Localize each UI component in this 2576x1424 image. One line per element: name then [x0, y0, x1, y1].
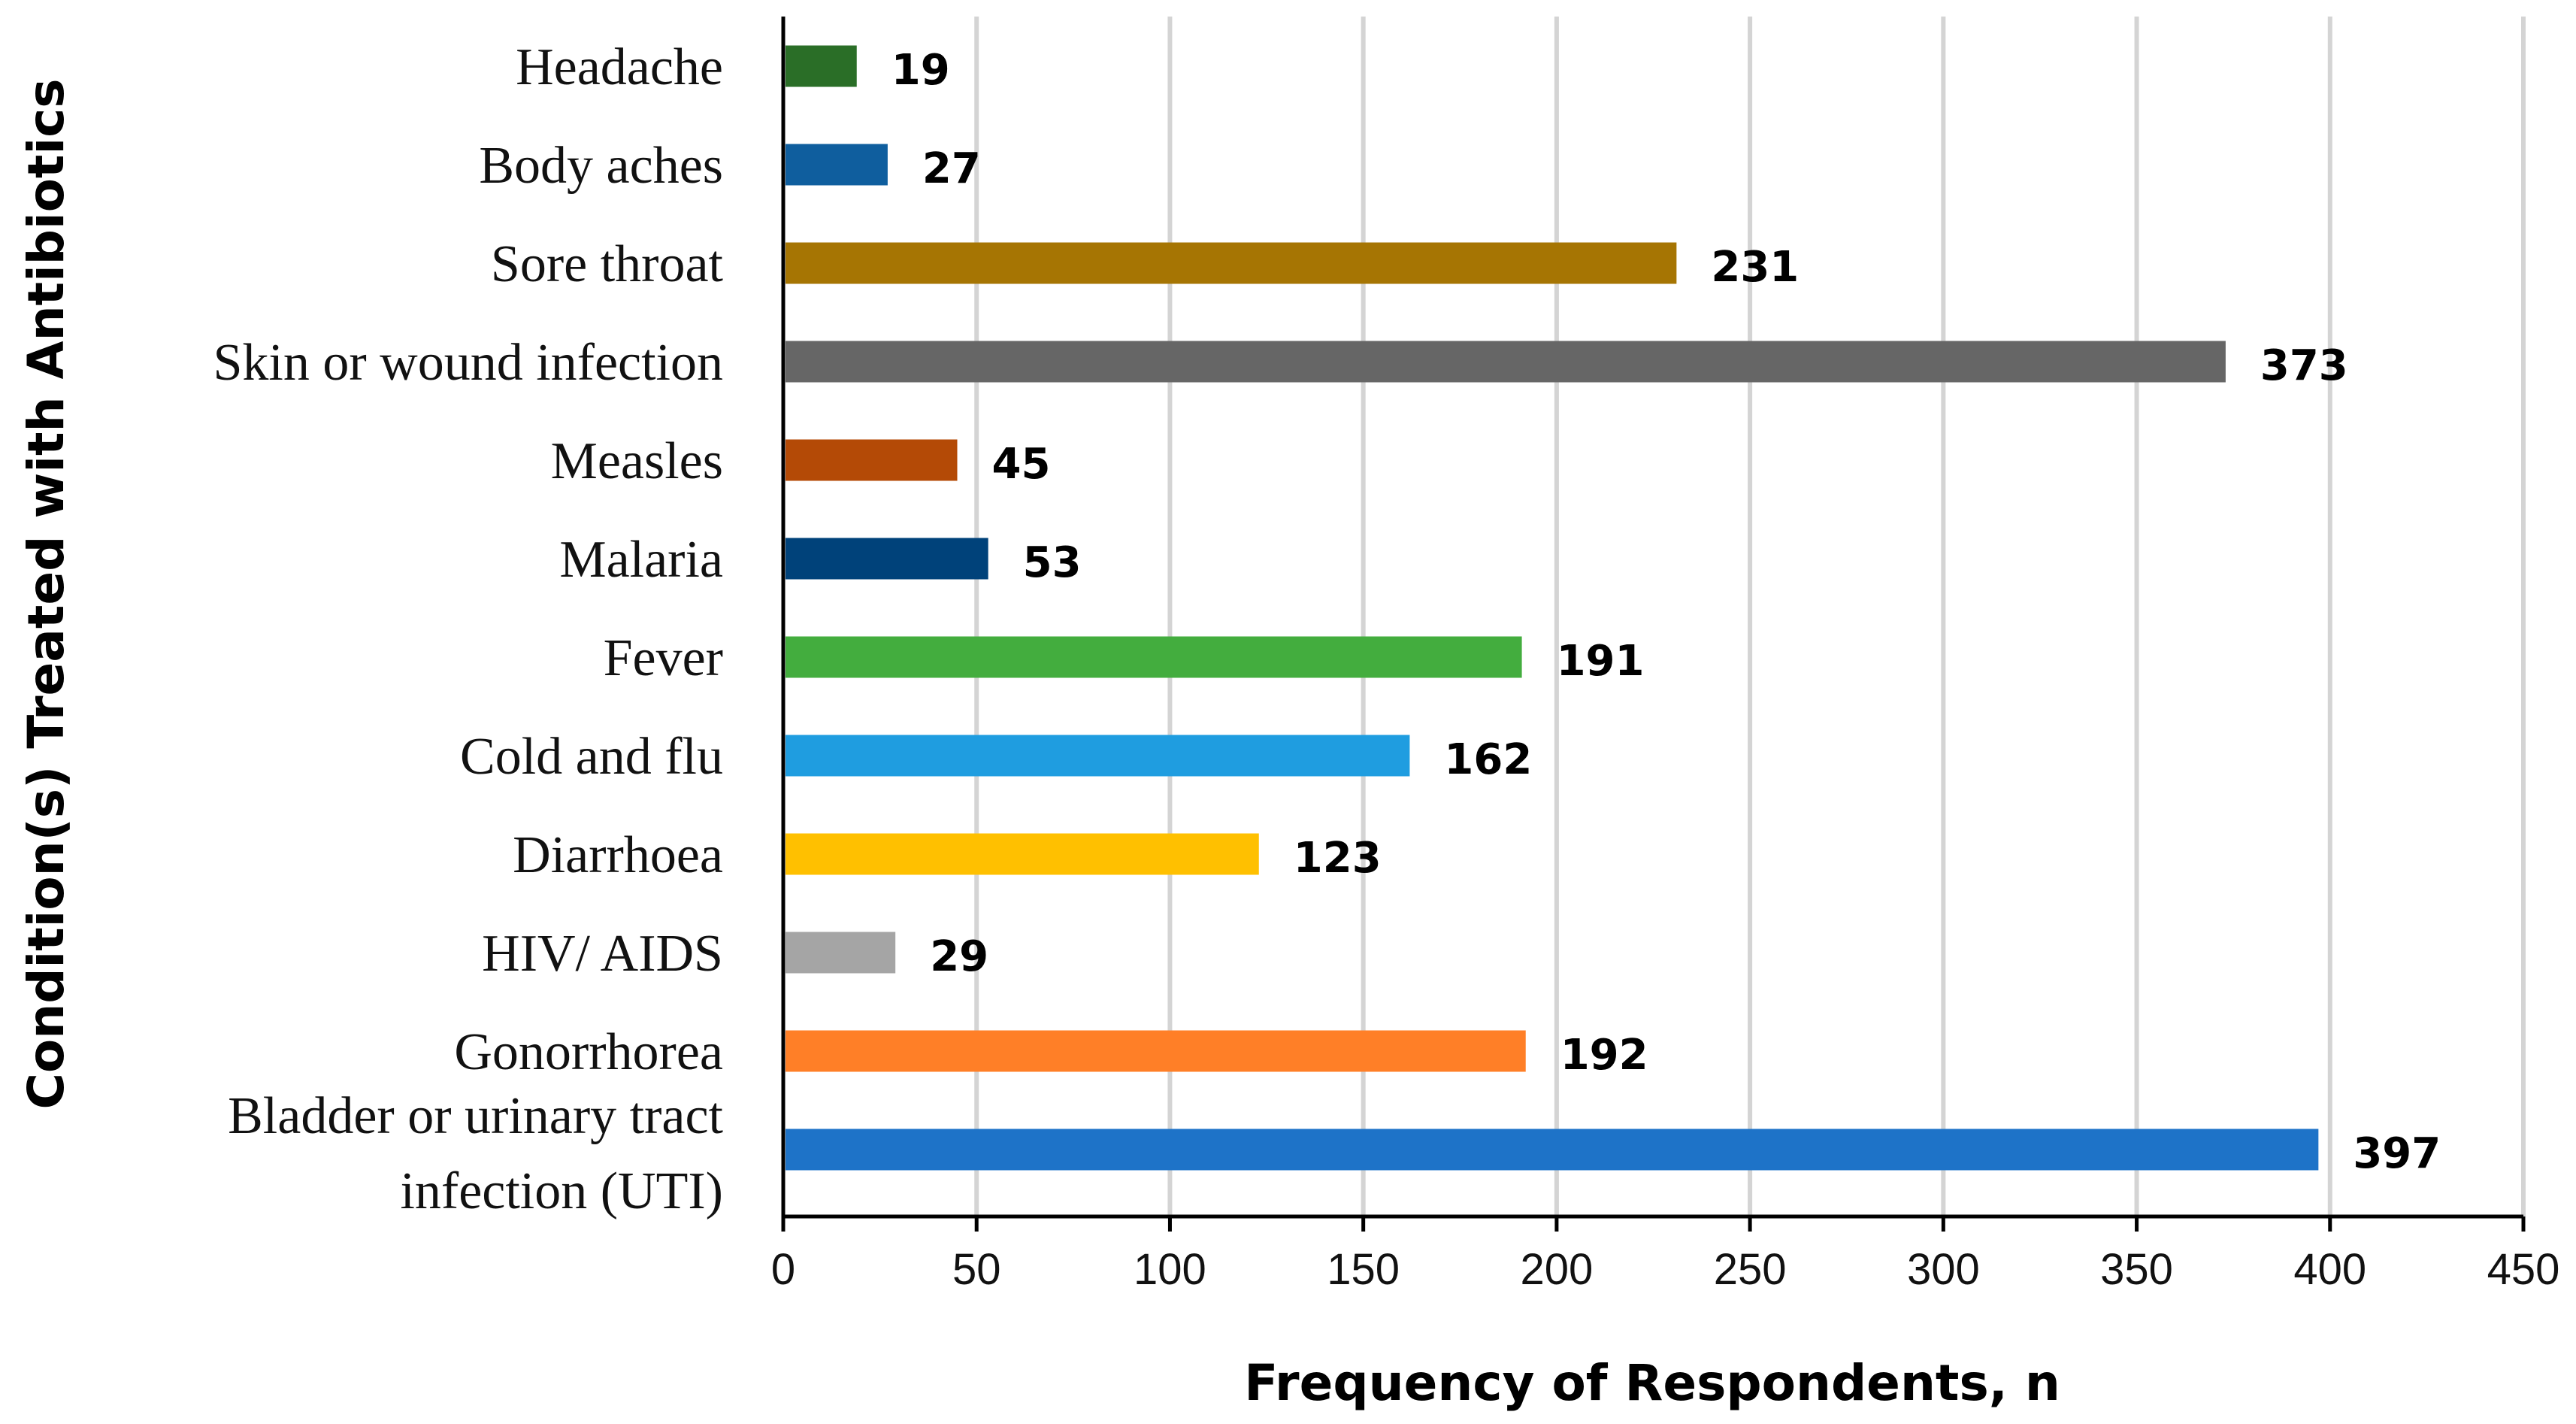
bar-cold-and-flu: [786, 735, 1410, 777]
category-label-fever: Fever: [604, 629, 723, 687]
x-tick-label-100: 100: [1134, 1245, 1206, 1294]
data-label-cold-and-flu: 162: [1444, 735, 1532, 784]
data-label-sore-throat: 231: [1711, 243, 1799, 292]
category-label-headache: Headache: [516, 38, 723, 96]
data-label-malaria: 53: [1023, 538, 1082, 587]
bar-gonorrhorea: [786, 1030, 1526, 1072]
x-tick-label-400: 400: [2293, 1245, 2366, 1294]
x-axis-title: Frequency of Respondents, n: [1244, 1354, 2060, 1412]
x-tick-label-300: 300: [1907, 1245, 1980, 1294]
data-label-skin-or-wound-infection: 373: [2260, 341, 2348, 390]
data-label-diarrhoea: 123: [1294, 834, 1382, 883]
x-tick-label-0: 0: [771, 1245, 795, 1294]
data-label-measles: 45: [992, 440, 1051, 489]
bar-skin-or-wound-infection: [786, 341, 2226, 383]
labels: 0 50 100 150 200 250 300 350 400 450 Headache 19 Bod…: [213, 38, 2559, 1294]
category-label-measles: Measles: [551, 432, 723, 490]
bar-headache: [786, 45, 857, 87]
data-label-body-aches: 27: [922, 144, 981, 193]
x-tick-label-50: 50: [952, 1245, 1001, 1294]
y-axis-title: Condition(s) Treated with Antibiotics: [17, 78, 75, 1109]
x-tick-label-150: 150: [1327, 1245, 1400, 1294]
bars: [786, 45, 2319, 1171]
data-label-gonorrhorea: 192: [1560, 1031, 1648, 1080]
category-label-cold-and-flu: Cold and flu: [460, 728, 723, 786]
data-label-bladder-or-urinary-tract-infection-uti: 397: [2353, 1129, 2441, 1178]
data-label-hiv-aids: 29: [930, 932, 988, 981]
category-label-gonorrhorea: Gonorrhorea: [454, 1023, 723, 1081]
category-label-body-aches: Body aches: [479, 137, 723, 195]
axes: [781, 17, 2526, 1232]
bar-sore-throat: [786, 242, 1677, 284]
category-label-sore-throat: Sore throat: [491, 235, 724, 293]
category-label-hiv-aids: HIV/ AIDS: [482, 925, 723, 983]
bar-fever: [786, 636, 1522, 678]
bar-bladder-or-urinary-tract-infection-uti: [786, 1129, 2319, 1171]
category-label-skin-or-wound-infection: Skin or wound infection: [213, 334, 723, 392]
bar-malaria: [786, 538, 988, 580]
bar-diarrhoea: [786, 833, 1259, 875]
bar-body-aches: [786, 144, 888, 186]
grid-lines: [974, 17, 2526, 1216]
category-label-malaria: Malaria: [559, 531, 723, 589]
x-tick-label-350: 350: [2100, 1245, 2173, 1294]
bar-hiv-aids: [786, 932, 896, 974]
x-tick-label-200: 200: [1520, 1245, 1593, 1294]
category-label-diarrhoea: Diarrhoea: [513, 826, 723, 884]
data-label-headache: 19: [891, 46, 950, 95]
x-tick-label-250: 250: [1714, 1245, 1787, 1294]
bar-measles: [786, 439, 958, 481]
x-tick-label-450: 450: [2487, 1245, 2560, 1294]
data-label-fever: 191: [1557, 637, 1645, 686]
category-label-bladder-or-urinary-tract-infection-uti: Bladder or urinary tract infection (UTI): [228, 1087, 723, 1220]
